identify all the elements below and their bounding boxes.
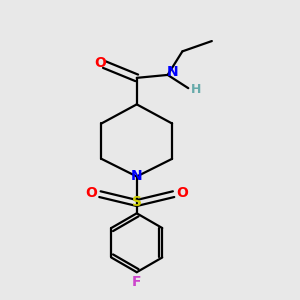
Text: N: N [166,65,178,79]
Text: H: H [190,83,201,96]
Text: S: S [132,195,142,209]
Text: O: O [176,186,188,200]
Text: O: O [85,186,97,200]
Text: F: F [132,274,142,289]
Text: O: O [94,56,106,70]
Text: N: N [131,169,142,184]
